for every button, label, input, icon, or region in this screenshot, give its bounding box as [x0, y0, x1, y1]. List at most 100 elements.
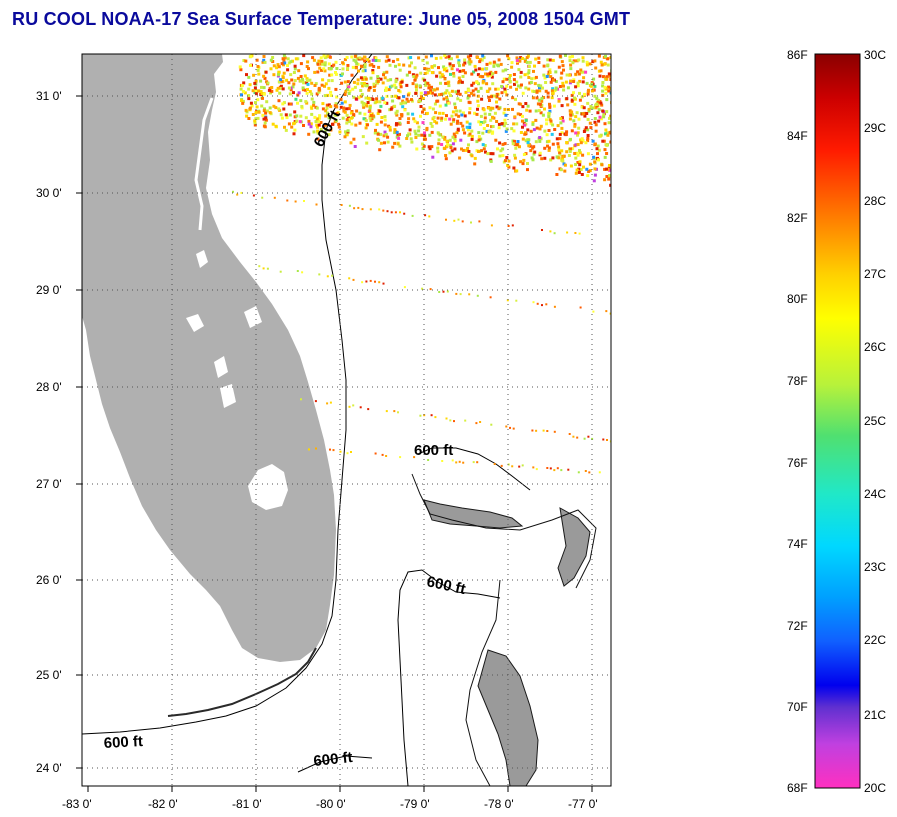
sst-pixel — [593, 94, 597, 98]
sst-pixel — [405, 137, 409, 140]
sst-pixel — [317, 123, 321, 127]
sst-pixel — [550, 96, 554, 100]
sst-pixel — [283, 61, 287, 65]
sst-pixel — [398, 82, 402, 86]
sst-pixel — [585, 60, 589, 64]
sst-pixel — [387, 58, 391, 62]
sst-pixel — [323, 63, 327, 67]
sst-pixel — [578, 160, 582, 164]
sst-pixel — [320, 83, 324, 87]
sst-pixel — [573, 102, 577, 106]
sst-pixel — [548, 109, 552, 113]
sst-pixel — [292, 132, 296, 136]
sst-pixel — [264, 116, 268, 120]
sst-pixel — [394, 86, 398, 90]
sst-pixel — [367, 88, 371, 92]
sst-pixel — [558, 150, 562, 154]
sst-pixel — [391, 59, 395, 63]
sst-pixel — [482, 56, 486, 60]
sst-pixel — [533, 150, 537, 154]
sst-pixel — [386, 78, 390, 82]
sst-pixel — [346, 452, 349, 455]
sst-pixel — [579, 306, 582, 309]
sst-pixel — [384, 86, 388, 90]
sst-pixel — [560, 149, 564, 153]
sst-pixel — [453, 139, 457, 143]
sst-pixel — [468, 132, 472, 136]
sst-pixel — [590, 89, 594, 93]
sst-pixel — [410, 140, 414, 144]
sst-pixel — [460, 69, 464, 73]
sst-pixel — [570, 113, 574, 117]
sst-pixel — [303, 74, 307, 78]
sst-pixel — [559, 168, 563, 172]
sst-pixel — [560, 469, 563, 472]
sst-pixel — [463, 58, 467, 62]
sst-pixel — [332, 449, 335, 452]
map-border — [81, 53, 612, 787]
sst-pixel — [272, 104, 276, 108]
sst-pixel — [481, 121, 485, 125]
sst-pixel — [548, 71, 552, 74]
st-johns-river — [194, 97, 214, 231]
sst-pixel — [281, 87, 285, 91]
sst-pixel — [575, 59, 579, 63]
andros-island — [477, 649, 539, 786]
sst-pixel — [339, 450, 342, 453]
sst-pixel — [507, 165, 511, 169]
sst-pixel — [487, 106, 491, 110]
sst-pixel — [323, 94, 327, 98]
sst-pixel — [398, 121, 402, 125]
sst-pixel — [595, 102, 599, 106]
sst-pixel — [253, 86, 257, 90]
sst-pixel — [286, 57, 290, 61]
sst-pixel — [332, 63, 336, 67]
sst-pixel — [316, 131, 320, 135]
sst-pixel — [395, 113, 399, 117]
sst-pixel — [306, 60, 310, 64]
sst-pixel — [493, 94, 497, 98]
sst-pixel — [369, 208, 372, 211]
sst-pixel — [582, 130, 586, 133]
sst-pixel — [562, 68, 565, 72]
sst-pixel — [304, 100, 308, 104]
sst-pixel — [438, 291, 441, 293]
sst-pixel — [317, 119, 321, 123]
sst-pixel — [275, 88, 279, 92]
sst-pixel — [511, 465, 514, 468]
sst-pixel — [242, 81, 246, 85]
sst-pixel — [458, 109, 462, 113]
sst-pixel — [403, 286, 406, 289]
sst-pixel — [268, 86, 272, 90]
sst-pixel — [359, 406, 362, 409]
sst-pixel — [447, 55, 451, 59]
sst-pixel — [324, 114, 328, 118]
sst-pixel — [363, 69, 367, 73]
sst-pixel — [257, 110, 261, 114]
sst-pixel — [428, 215, 431, 218]
sst-pixel — [572, 59, 576, 63]
sst-pixel — [547, 115, 551, 119]
sst-pixel — [435, 121, 439, 125]
sst-pixel — [468, 293, 471, 296]
sst-pixel — [546, 63, 550, 67]
sst-pixel — [341, 72, 344, 76]
sst-pixel — [355, 62, 359, 66]
sst-pixel — [563, 169, 567, 173]
sst-pixel — [587, 170, 591, 173]
sst-pixel — [525, 108, 529, 112]
sst-pixel — [576, 143, 580, 146]
sst-pixel — [383, 141, 386, 145]
sst-pixel — [253, 119, 257, 123]
sst-pixel — [549, 80, 553, 84]
sst-pixel — [564, 80, 568, 84]
sst-pixel — [406, 112, 410, 116]
sst-pixel — [593, 84, 597, 88]
sst-pixel — [411, 112, 415, 116]
sst-pixel — [293, 128, 297, 132]
sst-pixel — [283, 56, 287, 60]
sst-pixel — [278, 91, 282, 95]
sst-pixel — [345, 133, 349, 137]
sst-pixel — [462, 111, 465, 115]
sst-pixel — [497, 107, 501, 111]
